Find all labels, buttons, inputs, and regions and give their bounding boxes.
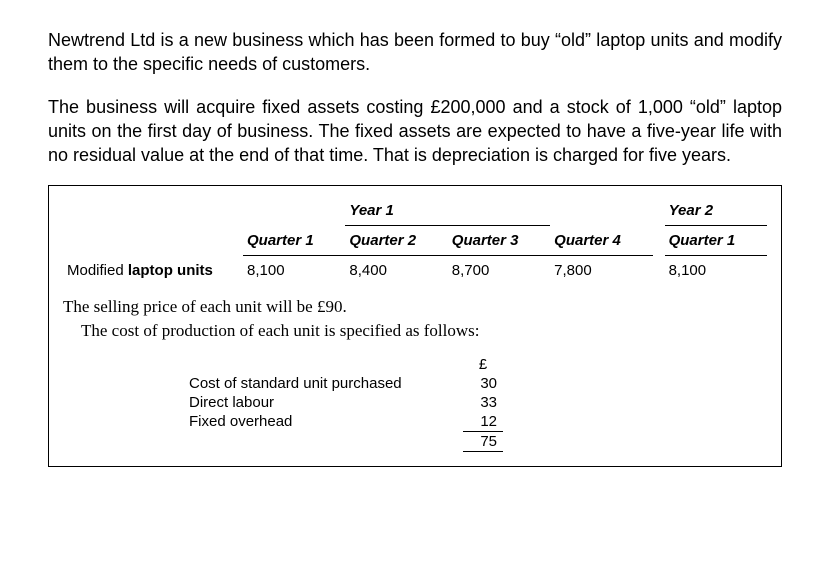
cost-value-2: 33 — [463, 393, 503, 412]
year2-header: Year 2 — [665, 196, 767, 226]
quarter-header-3: Quarter 3 — [448, 226, 550, 256]
cost-total: 75 — [463, 432, 503, 452]
cost-label-2: Direct labour — [183, 393, 463, 412]
cell-q2: 8,400 — [345, 256, 447, 286]
paragraph-1: Newtrend Ltd is a new business which has… — [48, 28, 782, 77]
note-block: The selling price of each unit will be £… — [63, 295, 767, 343]
cell-q3: 8,700 — [448, 256, 550, 286]
quarter-header-2: Quarter 2 — [345, 226, 447, 256]
units-table: Year 1 Year 2 Quarter 1 Quarter 2 Quarte… — [63, 196, 767, 285]
quarter-header-4: Quarter 4 — [550, 226, 652, 256]
quarter-header-1: Quarter 1 — [243, 226, 345, 256]
year1-header: Year 1 — [345, 196, 550, 226]
cost-total-row: 75 — [183, 432, 503, 452]
cost-row: Fixed overhead 12 — [183, 412, 503, 432]
paragraph-2: The business will acquire fixed assets c… — [48, 95, 782, 168]
cell-q1: 8,100 — [243, 256, 345, 286]
cost-row: Direct labour 33 — [183, 393, 503, 412]
currency-symbol: £ — [463, 355, 503, 374]
cost-value-1: 30 — [463, 374, 503, 393]
cost-table: £ Cost of standard unit purchased 30 Dir… — [183, 355, 503, 452]
cost-label-3: Fixed overhead — [183, 412, 463, 432]
row-label: Modified laptop units — [63, 256, 243, 286]
cost-value-3: 12 — [463, 412, 503, 432]
note-line-1: The selling price of each unit will be £… — [63, 297, 347, 316]
cost-row: Cost of standard unit purchased 30 — [183, 374, 503, 393]
cell-q4: 7,800 — [550, 256, 652, 286]
quarter-header-5: Quarter 1 — [665, 226, 767, 256]
note-line-2: The cost of production of each unit is s… — [63, 319, 767, 343]
cell-y2q1: 8,100 — [665, 256, 767, 286]
table-row: Modified laptop units 8,100 8,400 8,700 … — [63, 256, 767, 286]
cost-label-1: Cost of standard unit purchased — [183, 374, 463, 393]
data-box: Year 1 Year 2 Quarter 1 Quarter 2 Quarte… — [48, 185, 782, 467]
